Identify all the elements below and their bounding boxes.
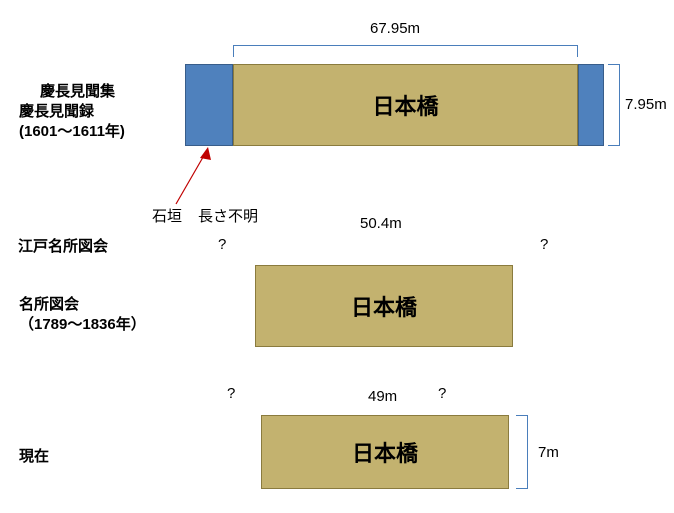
keicho-ishigaki-right [578, 64, 604, 146]
edomeisho-q-left: ? [218, 236, 226, 253]
keicho-right-dim-line [608, 64, 620, 146]
edomeisho-bridge-box: 日本橋 [255, 265, 513, 347]
keicho-source-2: 慶長見聞録 [19, 100, 94, 121]
edomeisho-source-3: （1789～1836年） [19, 313, 146, 334]
keicho-bridge-label: 日本橋 [372, 89, 438, 121]
genzai-source: 現在 [19, 445, 49, 466]
keicho-right-dim-label: 7.95m [625, 96, 667, 113]
keicho-top-dim-line [233, 45, 578, 57]
genzai-q-left: ? [227, 385, 235, 402]
keicho-source-3: (1601～1611年) [19, 120, 125, 141]
genzai-right-dim-label: 7m [538, 444, 559, 461]
genzai-bridge-label: 日本橋 [352, 436, 418, 468]
edomeisho-bridge-label: 日本橋 [351, 290, 417, 322]
nagasa-label: 長さ不明 [198, 205, 258, 226]
keicho-bridge-box: 日本橋 [233, 64, 578, 146]
edomeisho-q-right: ? [540, 236, 548, 253]
edomeisho-top-dim-label: 50.4m [360, 215, 402, 232]
genzai-q-right: ? [438, 385, 446, 402]
keicho-source-1: 慶長見聞集 [40, 80, 115, 101]
edomeisho-title: 江戸名所図会 [18, 235, 108, 256]
edomeisho-source-2: 名所図会 [19, 293, 79, 314]
genzai-top-dim-label: 49m [368, 388, 397, 405]
keicho-ishigaki-left [185, 64, 233, 146]
ishigaki-label: 石垣 [152, 205, 182, 226]
genzai-bridge-box: 日本橋 [261, 415, 509, 489]
genzai-right-dim-line [516, 415, 528, 489]
keicho-top-dim-label: 67.95m [370, 20, 420, 37]
